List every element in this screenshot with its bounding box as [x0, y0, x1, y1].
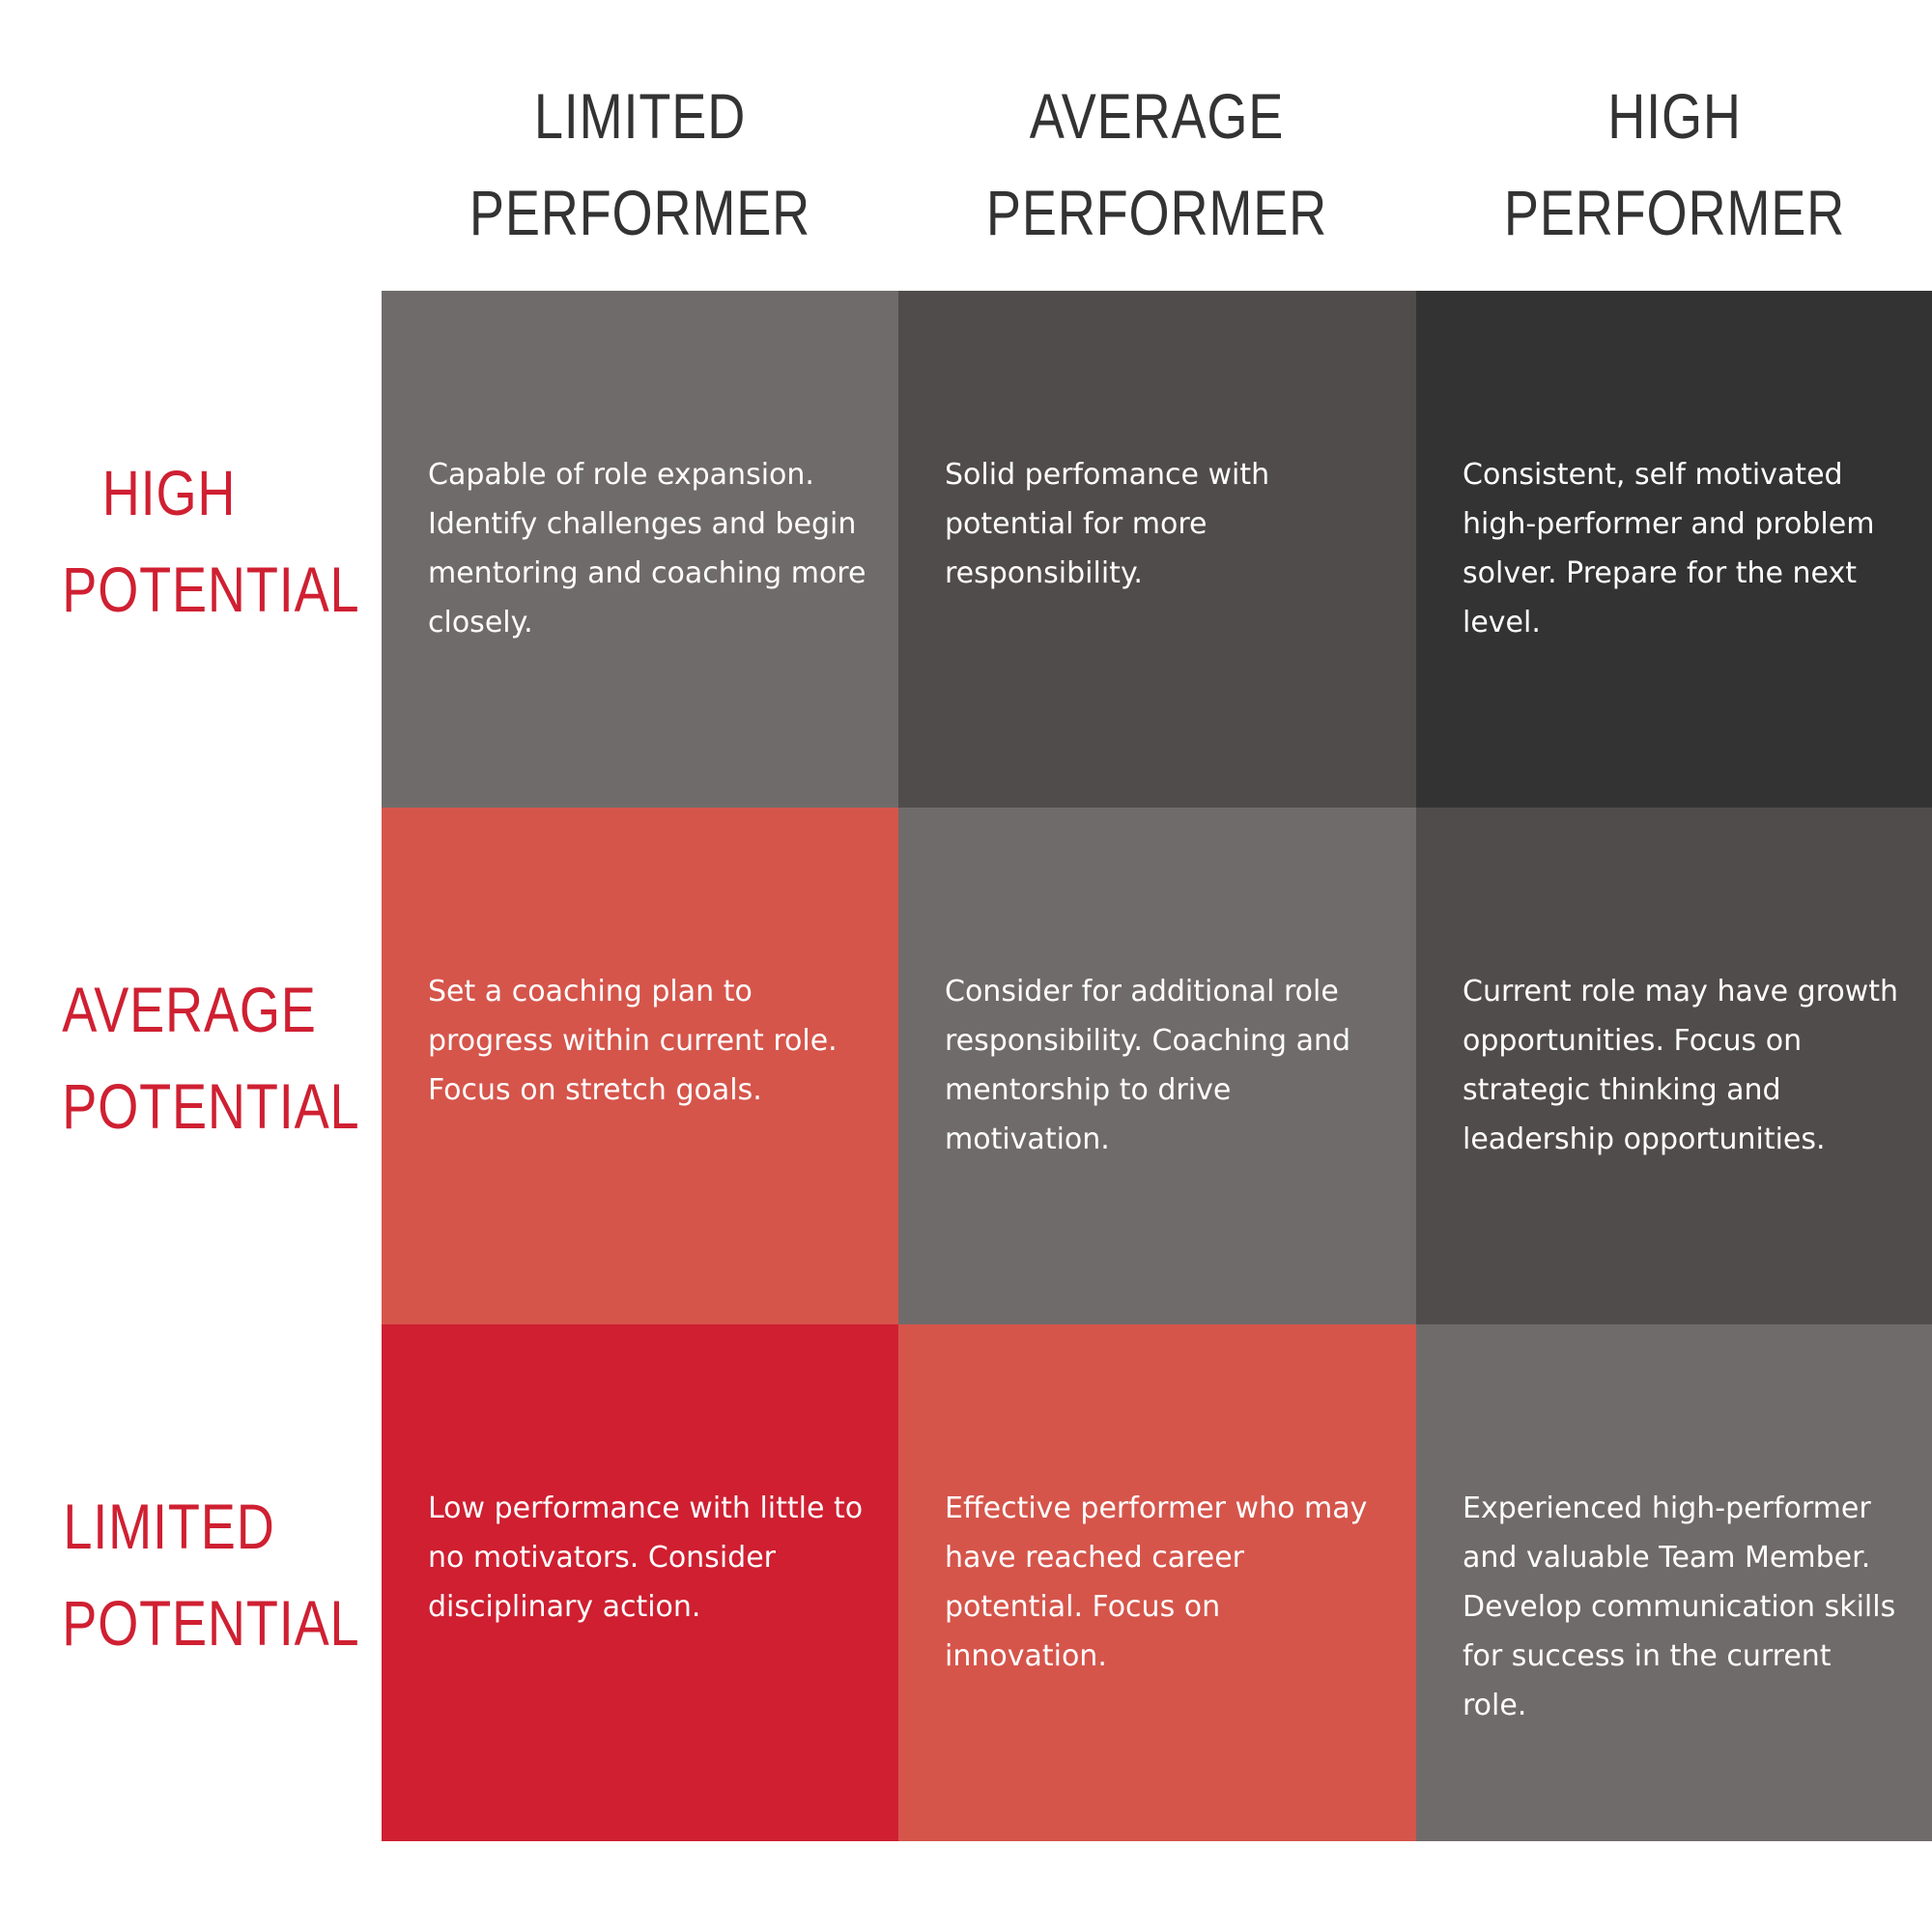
cell-high-potential-high-performer: Consistent, self motivated high-performe… [1416, 291, 1932, 808]
column-header-high-performer: HIGH PERFORMER [1463, 68, 1887, 261]
nine-box-grid: Capable of role expansion. Identify chal… [382, 291, 1932, 1841]
column-header-line2: PERFORMER [469, 177, 811, 248]
row-header-line2: POTENTIAL [62, 1070, 360, 1142]
column-header-line1: AVERAGE [1029, 80, 1285, 152]
column-header-limited-performer: LIMITED PERFORMER [428, 68, 852, 261]
row-header-high-potential: HIGH POTENTIAL [62, 444, 360, 638]
row-header-average-potential: AVERAGE POTENTIAL [62, 961, 360, 1154]
cell-high-potential-limited-performer: Capable of role expansion. Identify chal… [382, 291, 898, 808]
cell-average-potential-high-performer: Current role may have growth opportuniti… [1416, 808, 1932, 1324]
column-header-line2: PERFORMER [985, 177, 1328, 248]
cell-limited-potential-limited-performer: Low performance with little to no motiva… [382, 1324, 898, 1841]
cell-limited-potential-average-performer: Effective performer who may have reached… [898, 1324, 1416, 1841]
column-header-average-performer: AVERAGE PERFORMER [945, 68, 1369, 261]
column-header-line2: PERFORMER [1503, 177, 1846, 248]
cell-average-potential-limited-performer: Set a coaching plan to progress within c… [382, 808, 898, 1324]
cell-limited-potential-high-performer: Experienced high-performer and valuable … [1416, 1324, 1932, 1841]
column-header-line1: LIMITED [533, 80, 747, 152]
row-header-line1: HIGH [101, 457, 237, 528]
row-header-line2: POTENTIAL [62, 554, 360, 625]
row-header-limited-potential: LIMITED POTENTIAL [62, 1478, 360, 1671]
cell-high-potential-average-performer: Solid perfomance with potential for more… [898, 291, 1416, 808]
row-header-line1: LIMITED [63, 1491, 275, 1562]
row-header-line1: AVERAGE [62, 974, 317, 1045]
column-header-line1: HIGH [1607, 80, 1742, 152]
row-header-line2: POTENTIAL [62, 1587, 360, 1659]
cell-average-potential-average-performer: Consider for additional role responsibil… [898, 808, 1416, 1324]
